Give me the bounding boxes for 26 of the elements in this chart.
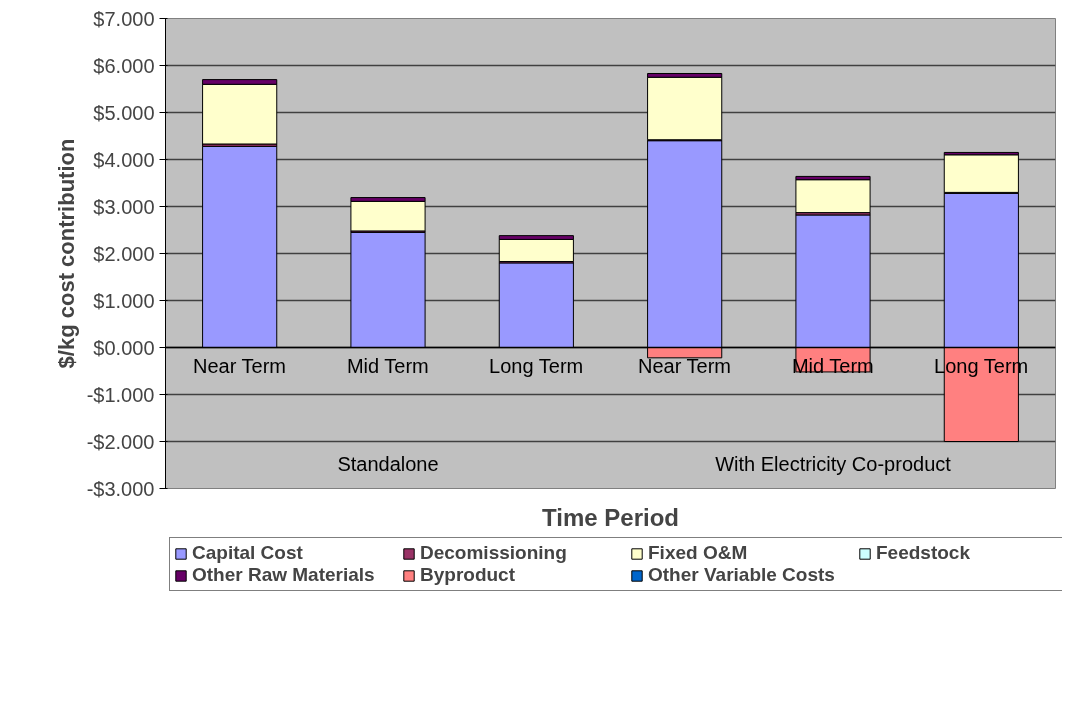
x-tick-label: Near Term [637, 354, 731, 377]
y-tick-label: $2.000 [93, 242, 155, 265]
y-axis-title: $/kg cost contribution [53, 138, 79, 369]
y-tick-label: $5.000 [93, 101, 155, 124]
x-axis-title: Time Period [542, 503, 679, 531]
y-tick-label: -$3.000 [86, 477, 155, 500]
legend-label: Decomissioning [420, 542, 568, 564]
y-tick-label: -$2.000 [86, 430, 155, 453]
y-tick-label: $3.000 [93, 195, 155, 218]
legend-label: Byproduct [420, 564, 516, 586]
y-tick-label: $7.000 [93, 7, 155, 30]
y-tick-label: $6.000 [93, 54, 155, 77]
legend-label: Fixed O&M [648, 542, 749, 564]
legend-label: Other Raw Materials [192, 564, 376, 586]
legend-label: Other Variable Costs [648, 564, 836, 586]
y-tick-label: $1.000 [93, 289, 155, 312]
legend-label: Capital Cost [192, 542, 304, 564]
x-tick-label: Mid Term [346, 354, 429, 377]
x-tick-label: Long Term [489, 354, 584, 377]
x-tick-label: Near Term [192, 354, 286, 377]
annotation: With Electricity Co-product [715, 452, 952, 475]
legend-label: Feedstock [876, 542, 971, 564]
y-tick-label: $4.000 [93, 148, 155, 171]
annotation: Standalone [337, 452, 439, 475]
y-tick-label: -$1.000 [86, 383, 155, 406]
y-tick-label: $0.000 [93, 336, 155, 359]
